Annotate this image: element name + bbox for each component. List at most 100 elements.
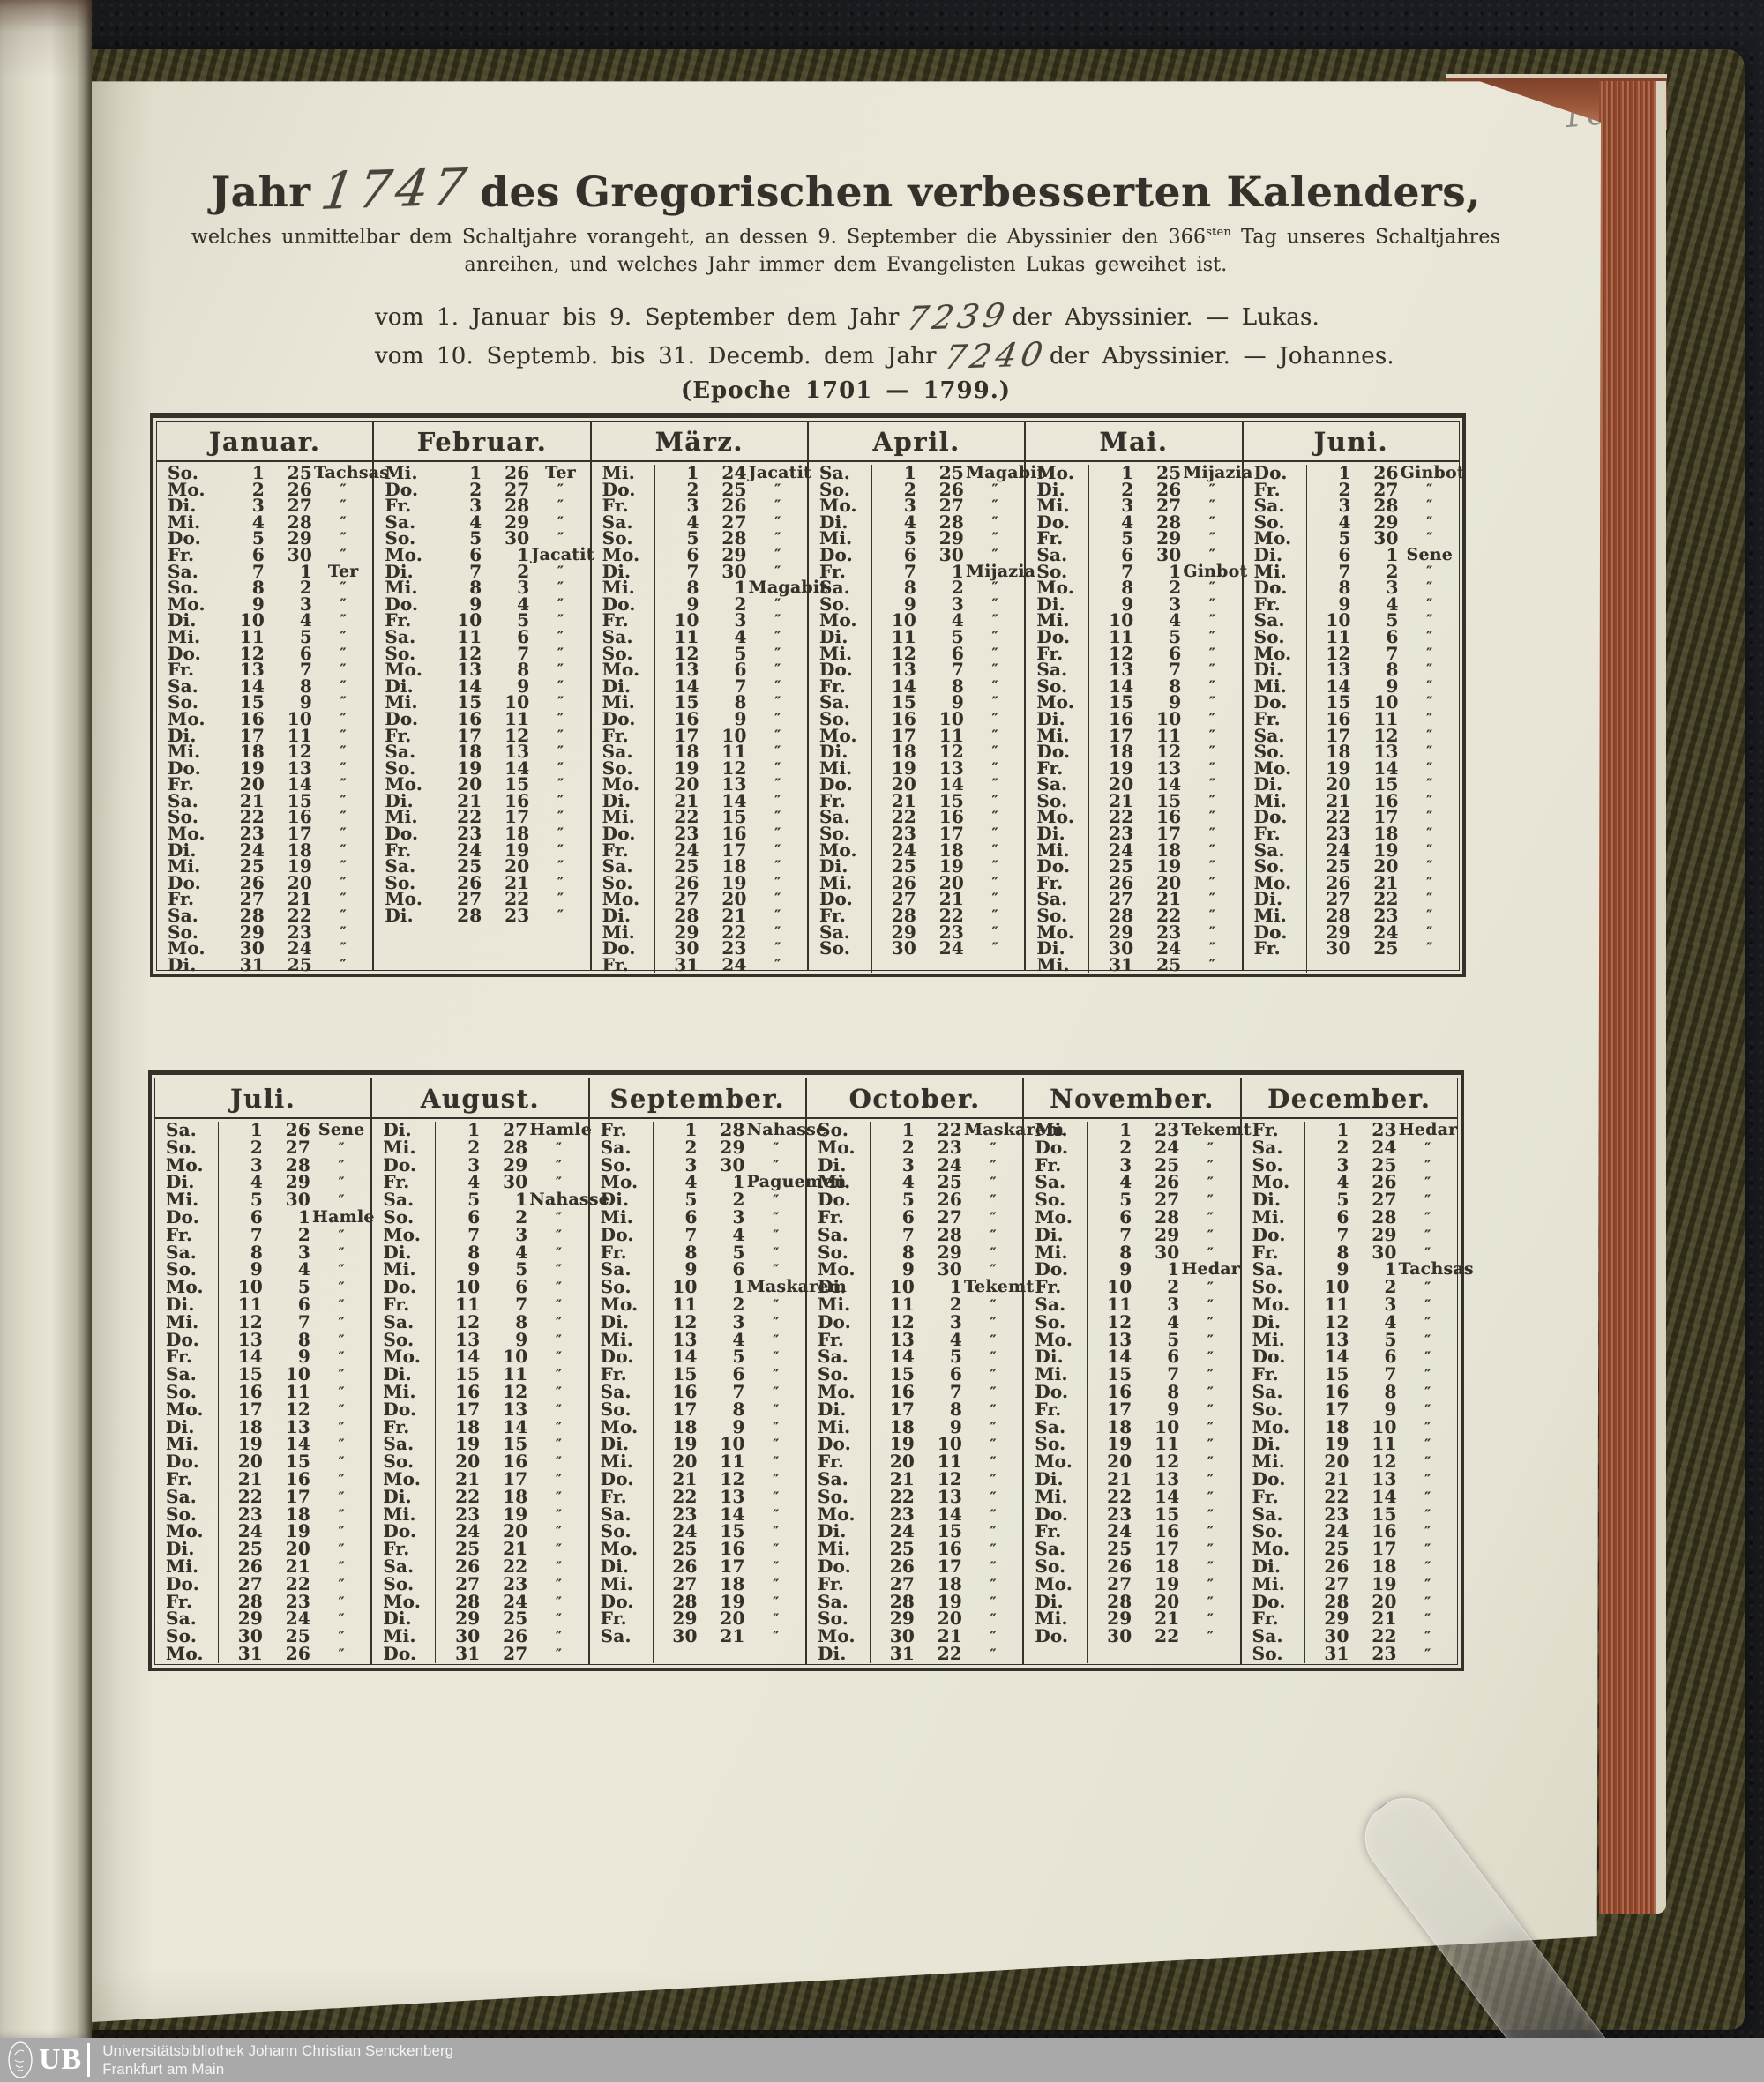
abyssinian-day: 6: [517, 625, 530, 647]
abyssinian-day: 21: [505, 871, 530, 893]
month-header: April.: [808, 422, 1025, 462]
gregorian-day: 26: [1326, 871, 1351, 893]
weekday: Mi.: [1026, 727, 1090, 743]
day-row: Mi. 14 9 ″: [1244, 675, 1459, 697]
abyssinian-day: 16: [1155, 1520, 1180, 1542]
gregorian-day: 11: [1109, 625, 1134, 647]
abyssinian-month: ″: [773, 1208, 780, 1226]
gregorian-day: 18: [457, 741, 482, 763]
abyssinian-day: 22: [937, 1119, 962, 1140]
abyssinian-month: ″: [1208, 890, 1216, 907]
abyssinian-month: ″: [991, 726, 998, 743]
gregorian-day: 23: [1109, 823, 1134, 845]
weekday: Di.: [372, 1488, 437, 1506]
abyssinian-day: 12: [1155, 1451, 1180, 1473]
gregorian-day: 5: [686, 527, 699, 549]
abyssinian-month: ″: [555, 1279, 563, 1296]
weekday: Sa.: [807, 1347, 871, 1367]
day-row: Mo. 22 16 ″: [1026, 809, 1241, 826]
abyssinian-month: Mijazia: [965, 561, 1036, 581]
abyssinian-day: 29: [505, 511, 530, 533]
abyssinian-day: 4: [299, 609, 312, 631]
weekday: Fr.: [1024, 1278, 1088, 1296]
abyssinian-day: 9: [1386, 675, 1399, 697]
gregorian-day: 9: [1336, 1258, 1349, 1280]
day-row: Mi. 24 18 ″: [1026, 841, 1241, 859]
abyssinian-month: ″: [990, 1470, 997, 1488]
day-row: Mi. 15 7 ″: [1024, 1365, 1239, 1384]
abyssinian-month: ″: [1208, 676, 1216, 694]
weekday: Sa.: [1024, 1540, 1088, 1558]
abyssinian-day: 23: [285, 1590, 310, 1612]
gregorian-day: 19: [1109, 757, 1134, 779]
day-row: [590, 1645, 805, 1663]
gregorian-day: 27: [1324, 1572, 1349, 1594]
weekday: Do.: [155, 1331, 219, 1349]
abyssinian-month: ″: [990, 1488, 997, 1505]
weekday: Mi.: [592, 464, 655, 481]
weekday: Fr.: [1024, 1522, 1088, 1541]
abyssinian-month: ″: [1426, 890, 1433, 907]
weekday: Sa.: [809, 923, 872, 940]
weekday: So.: [155, 1505, 219, 1524]
weekday: Mi.: [1026, 612, 1090, 629]
abyssinian-month: ″: [1426, 743, 1433, 760]
weekday: Mo.: [807, 1260, 871, 1280]
abyssinian-day: 9: [515, 1328, 528, 1350]
abyssinian-day: 6: [299, 642, 312, 664]
library-watermark-bar: UB Universitätsbibliothek Johann Christi…: [0, 2038, 1764, 2082]
weekday: Mi.: [592, 694, 655, 711]
abyssinian-month: ″: [990, 1610, 997, 1628]
abyssinian-day: 25: [1156, 462, 1182, 483]
abyssinian-day: 13: [937, 1485, 962, 1507]
weekday: Mi.: [807, 1540, 871, 1558]
abyssinian-day: 11: [505, 707, 530, 729]
weekday: Do.: [1244, 578, 1307, 596]
abyssinian-month: ″: [990, 1505, 997, 1523]
abyssinian-day: 25: [1373, 937, 1399, 959]
abyssinian-day: 7: [732, 1380, 745, 1402]
gregorian-day: 1: [1119, 1119, 1132, 1140]
gregorian-day: 27: [455, 1572, 481, 1594]
day-row: So. 25 20 ″: [1244, 857, 1459, 875]
gregorian-day: 17: [674, 724, 699, 746]
day-row: Di. 11 6 ″: [155, 1295, 370, 1314]
day-row: Sa. 17 12 ″: [1244, 727, 1459, 744]
day-row: So. 20 16 ″: [372, 1452, 587, 1471]
abyssinian-day: 5: [1167, 1328, 1180, 1350]
abyssinian-day: 29: [1372, 1223, 1397, 1245]
day-row: Fr. 10 2 ″: [1024, 1278, 1239, 1296]
day-row: Fr. 19 13 ″: [1026, 757, 1241, 779]
day-row: Di. 23 17 ″: [1026, 825, 1241, 842]
weekday: Di.: [1024, 1470, 1088, 1489]
day-row: Di. 31 22 ″: [807, 1645, 1022, 1663]
weekday: Mo.: [1244, 874, 1307, 892]
abyssinian-month: ″: [557, 840, 564, 858]
gregorian-day: 22: [457, 806, 482, 828]
abyssinian-month: ″: [555, 1470, 563, 1488]
gregorian-day: 28: [455, 1590, 481, 1612]
weekday: Mo.: [374, 546, 438, 563]
abyssinian-day: 28: [1156, 511, 1182, 533]
gregorian-day: 20: [239, 773, 265, 795]
abyssinian-month: ″: [990, 1156, 997, 1174]
abyssinian-day: 17: [937, 1555, 962, 1577]
abyssinian-month: ″: [338, 1295, 345, 1313]
abyssinian-day: 23: [1372, 1642, 1397, 1664]
abyssinian-day: 7: [517, 642, 530, 664]
month-header: September.: [589, 1078, 805, 1119]
abyssinian-day: 20: [937, 1608, 962, 1630]
abyssinian-month: ″: [557, 758, 564, 776]
abyssinian-month: [531, 924, 589, 941]
day-row: Mi. 15 8 ″: [592, 694, 807, 712]
day-row: Fr. 8 30 ″: [1242, 1243, 1457, 1262]
weekday: Sa.: [807, 1593, 871, 1611]
day-row: Mi. 22 14 ″: [1024, 1488, 1239, 1506]
day-row: Di. 12 4 ″: [1242, 1313, 1457, 1332]
gregorian-day: 9: [251, 593, 265, 615]
month-header: August.: [372, 1078, 588, 1119]
abyssinian-month: Maskarem: [746, 1277, 847, 1297]
abyssinian-month: ″: [555, 1488, 563, 1505]
abyssinian-day: 21: [1156, 888, 1182, 910]
ub-logo-text: UB: [39, 2043, 83, 2076]
